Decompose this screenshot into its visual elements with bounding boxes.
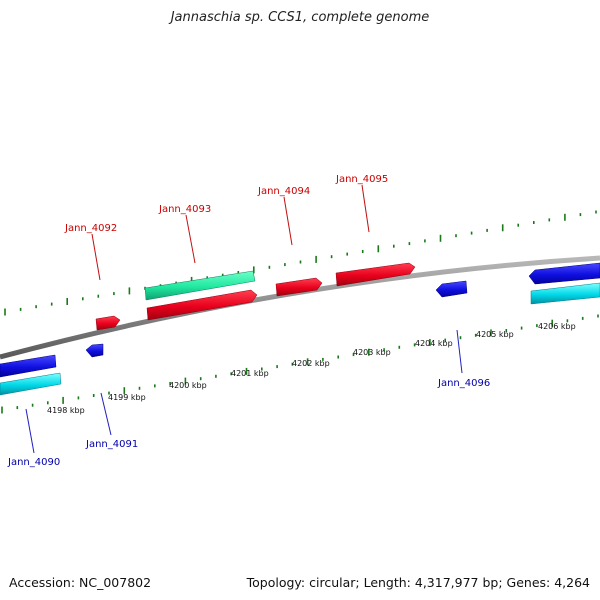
scale-label: 4203 kbp: [353, 348, 391, 357]
gene-jann-4093[interactable]: [144, 270, 258, 321]
cds-jann-4093[interactable]: [144, 270, 256, 301]
scale-label: 4202 kbp: [292, 359, 330, 368]
reverse-tick-track: [1, 314, 599, 414]
leader-line-jann-4092: [91, 233, 101, 281]
page-title: Jannaschia sp. CCS1, complete genome: [170, 10, 430, 25]
scale-label: 4198 kbp: [47, 406, 85, 415]
leader-line-jann-4095: [361, 184, 370, 233]
gene-label-jann-4091[interactable]: Jann_4091: [85, 439, 138, 450]
genome-summary: Topology: circular; Length: 4,317,977 bp…: [246, 575, 590, 590]
leader-line-jann-4091: [100, 392, 112, 436]
gene-label-jann-4093[interactable]: Jann_4093: [158, 204, 211, 215]
leader-line-jann-4096: [456, 329, 463, 374]
gene-right-edge[interactable]: [528, 262, 600, 305]
scale-labels: 4198 kbp 4199 kbp 4200 kbp 4201 kbp 4202…: [47, 322, 576, 415]
gene-jann-4095[interactable]: [335, 262, 416, 287]
gene-jann-4094[interactable]: [275, 277, 323, 297]
gene-label-jann-4095[interactable]: Jann_4095: [335, 174, 388, 185]
gene-label-jann-4092[interactable]: Jann_4092: [64, 223, 117, 234]
gene-label-jann-4094[interactable]: Jann_4094: [257, 186, 310, 197]
leader-line-jann-4090: [25, 408, 35, 454]
cds-jann-4090[interactable]: [0, 372, 62, 396]
gene-jann-4096[interactable]: [435, 280, 468, 298]
scale-label: 4205 kbp: [476, 330, 514, 339]
gene-jann-4091[interactable]: [85, 343, 104, 358]
gene-label-jann-4090[interactable]: Jann_4090: [7, 457, 60, 468]
accession-label: Accession: NC_007802: [9, 575, 152, 590]
leader-line-jann-4093: [185, 214, 196, 264]
scale-label: 4204 kbp: [415, 339, 453, 348]
gene-jann-4092[interactable]: [95, 315, 121, 331]
leader-line-jann-4094: [283, 196, 293, 246]
gene-jann-4090[interactable]: [0, 354, 62, 396]
genome-backbone: [0, 255, 600, 360]
scale-label: 4199 kbp: [108, 393, 146, 402]
scale-label: 4201 kbp: [231, 369, 269, 378]
scale-label: 4206 kbp: [538, 322, 576, 331]
cds-right-edge[interactable]: [530, 282, 600, 305]
scale-label: 4200 kbp: [169, 381, 207, 390]
gene-label-jann-4096[interactable]: Jann_4096: [437, 378, 490, 389]
